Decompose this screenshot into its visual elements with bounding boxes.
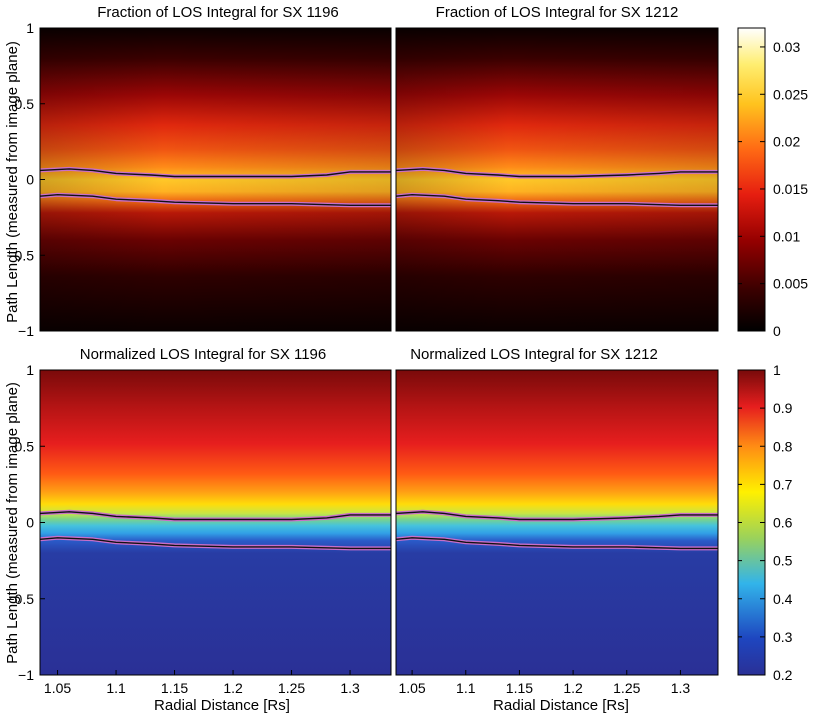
upper-contour-line bbox=[39, 168, 391, 178]
x-tick-label: 1.25 bbox=[613, 680, 640, 696]
colorbar-tick-label: 0.4 bbox=[773, 591, 793, 607]
heatmap-field bbox=[396, 370, 718, 675]
panel-title-top-right: Fraction of LOS Integral for SX 1212 bbox=[436, 4, 679, 21]
upper-contour-line bbox=[395, 511, 718, 521]
x-axis-label-left: Radial Distance [Rs] bbox=[154, 697, 290, 714]
y-tick-label: 1 bbox=[26, 362, 34, 378]
lower-contour-line bbox=[39, 193, 391, 207]
colorbar-tick-label: 0.7 bbox=[773, 476, 793, 492]
panel-title-top-left: Fraction of LOS Integral for SX 1196 bbox=[97, 4, 339, 21]
y-tick-label: 1 bbox=[26, 20, 34, 36]
colorbar-tick-label: 0.015 bbox=[773, 181, 808, 197]
x-tick-label: 1.2 bbox=[223, 680, 243, 696]
heatmap-field bbox=[40, 370, 391, 675]
heatmap-panel-1: 1 0.5 0 −0.5 −1 bbox=[6, 20, 392, 339]
panel-frame bbox=[395, 27, 719, 332]
colorbar-tick-label: 0.03 bbox=[773, 39, 800, 55]
heatmap-shading bbox=[396, 28, 718, 331]
panel-title-bottom-left: Normalized LOS Integral for SX 1196 bbox=[80, 346, 327, 363]
panel-title-bottom-right: Normalized LOS Integral for SX 1212 bbox=[410, 346, 658, 363]
colorbar-tick-label: 0.6 bbox=[773, 515, 793, 531]
lower-contour-line bbox=[395, 537, 718, 550]
colorbar-tick-label: 0 bbox=[773, 323, 781, 339]
panel-frame bbox=[395, 369, 719, 676]
heatmap-panels: 1 0.5 0 −0.5 −1 1 0.5 0 −0.5 −1 1.05 1.1 1.15 1.2 1.25… bbox=[6, 20, 719, 696]
x-tick-label: 1.1 bbox=[456, 680, 476, 696]
colorbar-tick-label: 0.3 bbox=[773, 629, 793, 645]
y-tick-label: 0.5 bbox=[15, 96, 35, 112]
y-axis-label-bottom: Path Length (measured from image plane) bbox=[4, 382, 21, 664]
y-tick-label: 0.5 bbox=[15, 438, 35, 454]
y-tick-label: −1 bbox=[18, 667, 34, 683]
colorbar-tick-label: 0.8 bbox=[773, 438, 793, 454]
lower-contour-line bbox=[395, 193, 718, 207]
heatmap-panel-4: 1.05 1.1 1.15 1.2 1.25 1.3 bbox=[395, 369, 719, 696]
y-axis-label-top: Path Length (measured from image plane) bbox=[4, 41, 21, 323]
x-tick-label: 1.3 bbox=[340, 680, 360, 696]
y-tick-label: 0 bbox=[26, 172, 34, 188]
colorbar-ticks: 0 0.005 0.01 0.015 0.02 0.025 0.03 0.2 0.3 0.4 0.5… bbox=[738, 39, 808, 683]
heatmap-panel-2 bbox=[395, 27, 719, 332]
y-tick-label: −0.5 bbox=[6, 591, 34, 607]
colorbar-tick-label: 0.01 bbox=[773, 228, 800, 244]
x-tick-label: 1.2 bbox=[563, 680, 583, 696]
heatmap-panel-3: 1 0.5 0 −0.5 −1 1.05 1.1 1.15 1.2 1.25 1.3 bbox=[6, 362, 392, 696]
colorbar-tick-label: 0.02 bbox=[773, 134, 800, 150]
heatmap-shading bbox=[40, 28, 391, 331]
colorbar-tick-label: 0.5 bbox=[773, 553, 793, 569]
x-tick-label: 1.15 bbox=[161, 680, 188, 696]
y-tick-label: −1 bbox=[18, 323, 34, 339]
colorbar-tick-label: 0.2 bbox=[773, 667, 793, 683]
y-tick-label: −0.5 bbox=[6, 247, 34, 263]
upper-contour-line bbox=[39, 511, 391, 521]
upper-contour-line bbox=[395, 168, 718, 178]
x-tick-label: 1.3 bbox=[671, 680, 691, 696]
colorbar-tick-label: 0.005 bbox=[773, 276, 808, 292]
colorbar-tick-label: 1 bbox=[773, 362, 781, 378]
x-axis-label-right: Radial Distance [Rs] bbox=[493, 697, 629, 714]
colorbar-tick-label: 0.025 bbox=[773, 86, 808, 102]
x-tick-label: 1.05 bbox=[44, 680, 71, 696]
x-tick-label: 1.1 bbox=[106, 680, 126, 696]
x-tick-label: 1.05 bbox=[398, 680, 425, 696]
colorbar-hot bbox=[737, 27, 766, 332]
lower-contour-line bbox=[39, 537, 391, 550]
y-tick-label: 0 bbox=[26, 515, 34, 531]
x-tick-label: 1.25 bbox=[278, 680, 305, 696]
x-tick-label: 1.15 bbox=[506, 680, 533, 696]
colorbar-tick-label: 0.9 bbox=[773, 400, 793, 416]
